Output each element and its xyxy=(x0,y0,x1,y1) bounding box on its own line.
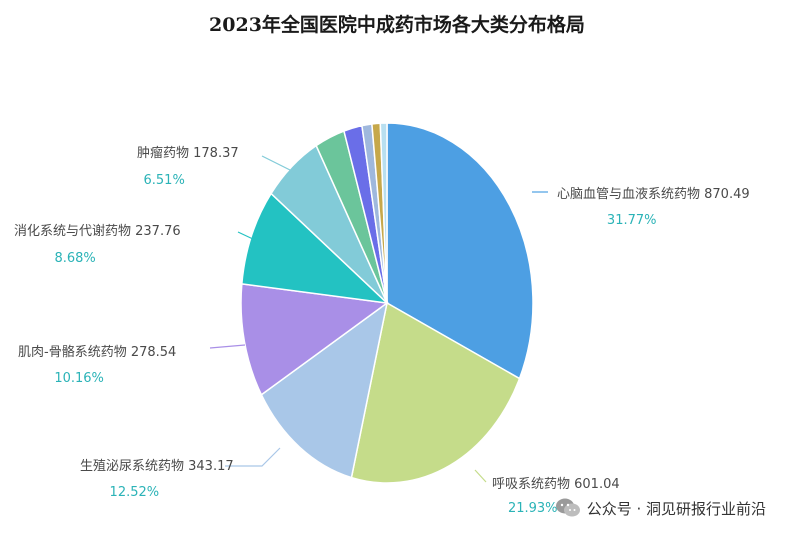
slice-2 xyxy=(350,301,521,484)
slice-11 xyxy=(379,122,388,304)
slice-label-2: 呼吸系统药物 601.04 xyxy=(492,477,620,492)
slice-percent-1: 31.77% xyxy=(607,213,657,228)
slice-3 xyxy=(260,301,389,479)
slice-label-1: 心脑血管与血液系统药物 870.49 xyxy=(557,187,750,202)
slice-label-6: 肿瘤药物 178.37 xyxy=(137,145,239,161)
footer: 公众号 · 洞见研报行业前沿 xyxy=(555,497,766,519)
leader-line-5 xyxy=(237,231,256,241)
slice-percent-4: 10.16% xyxy=(54,371,104,386)
leader-line-6 xyxy=(261,155,291,171)
slice-percent-6: 6.51% xyxy=(144,173,185,188)
slice-label-3: 生殖泌尿系统药物 343.17 xyxy=(80,458,234,474)
footer-text: 公众号 · 洞见研报行业前沿 xyxy=(586,499,766,518)
slice-label-5: 消化系统与代谢药物 237.76 xyxy=(14,223,181,239)
slice-percent-3: 12.52% xyxy=(110,485,160,500)
slice-1 xyxy=(386,122,534,380)
chart-title: 2023年全国医院中成药市场各大类分布格局 xyxy=(209,14,585,36)
leader-line-2 xyxy=(474,469,487,483)
slice-percent-5: 8.68% xyxy=(54,251,95,266)
slice-label-4: 肌肉-骨骼系统药物 278.54 xyxy=(18,344,176,360)
slice-5 xyxy=(241,192,390,305)
slice-4 xyxy=(240,283,389,396)
leader-line-3 xyxy=(225,447,281,467)
wechat-icon xyxy=(555,498,580,517)
slice-percent-2: 21.93% xyxy=(508,501,558,516)
leader-line-4 xyxy=(209,344,246,349)
